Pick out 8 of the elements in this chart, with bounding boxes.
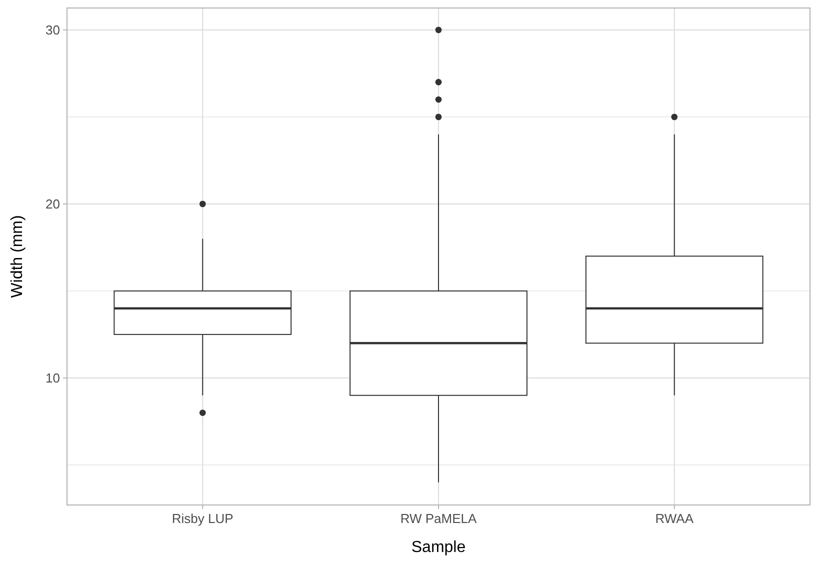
y-axis-title: Width (mm)	[9, 215, 26, 298]
x-axis-title: Sample	[411, 539, 466, 556]
x-tick-label: RW PaMELA	[400, 511, 477, 526]
y-tick-label: 30	[46, 22, 60, 38]
y-tick-label: 20	[46, 196, 60, 212]
x-tick-label: RWAA	[655, 511, 694, 526]
x-tick-label: Risby LUP	[172, 511, 234, 526]
y-tick-label: 10	[46, 370, 60, 386]
